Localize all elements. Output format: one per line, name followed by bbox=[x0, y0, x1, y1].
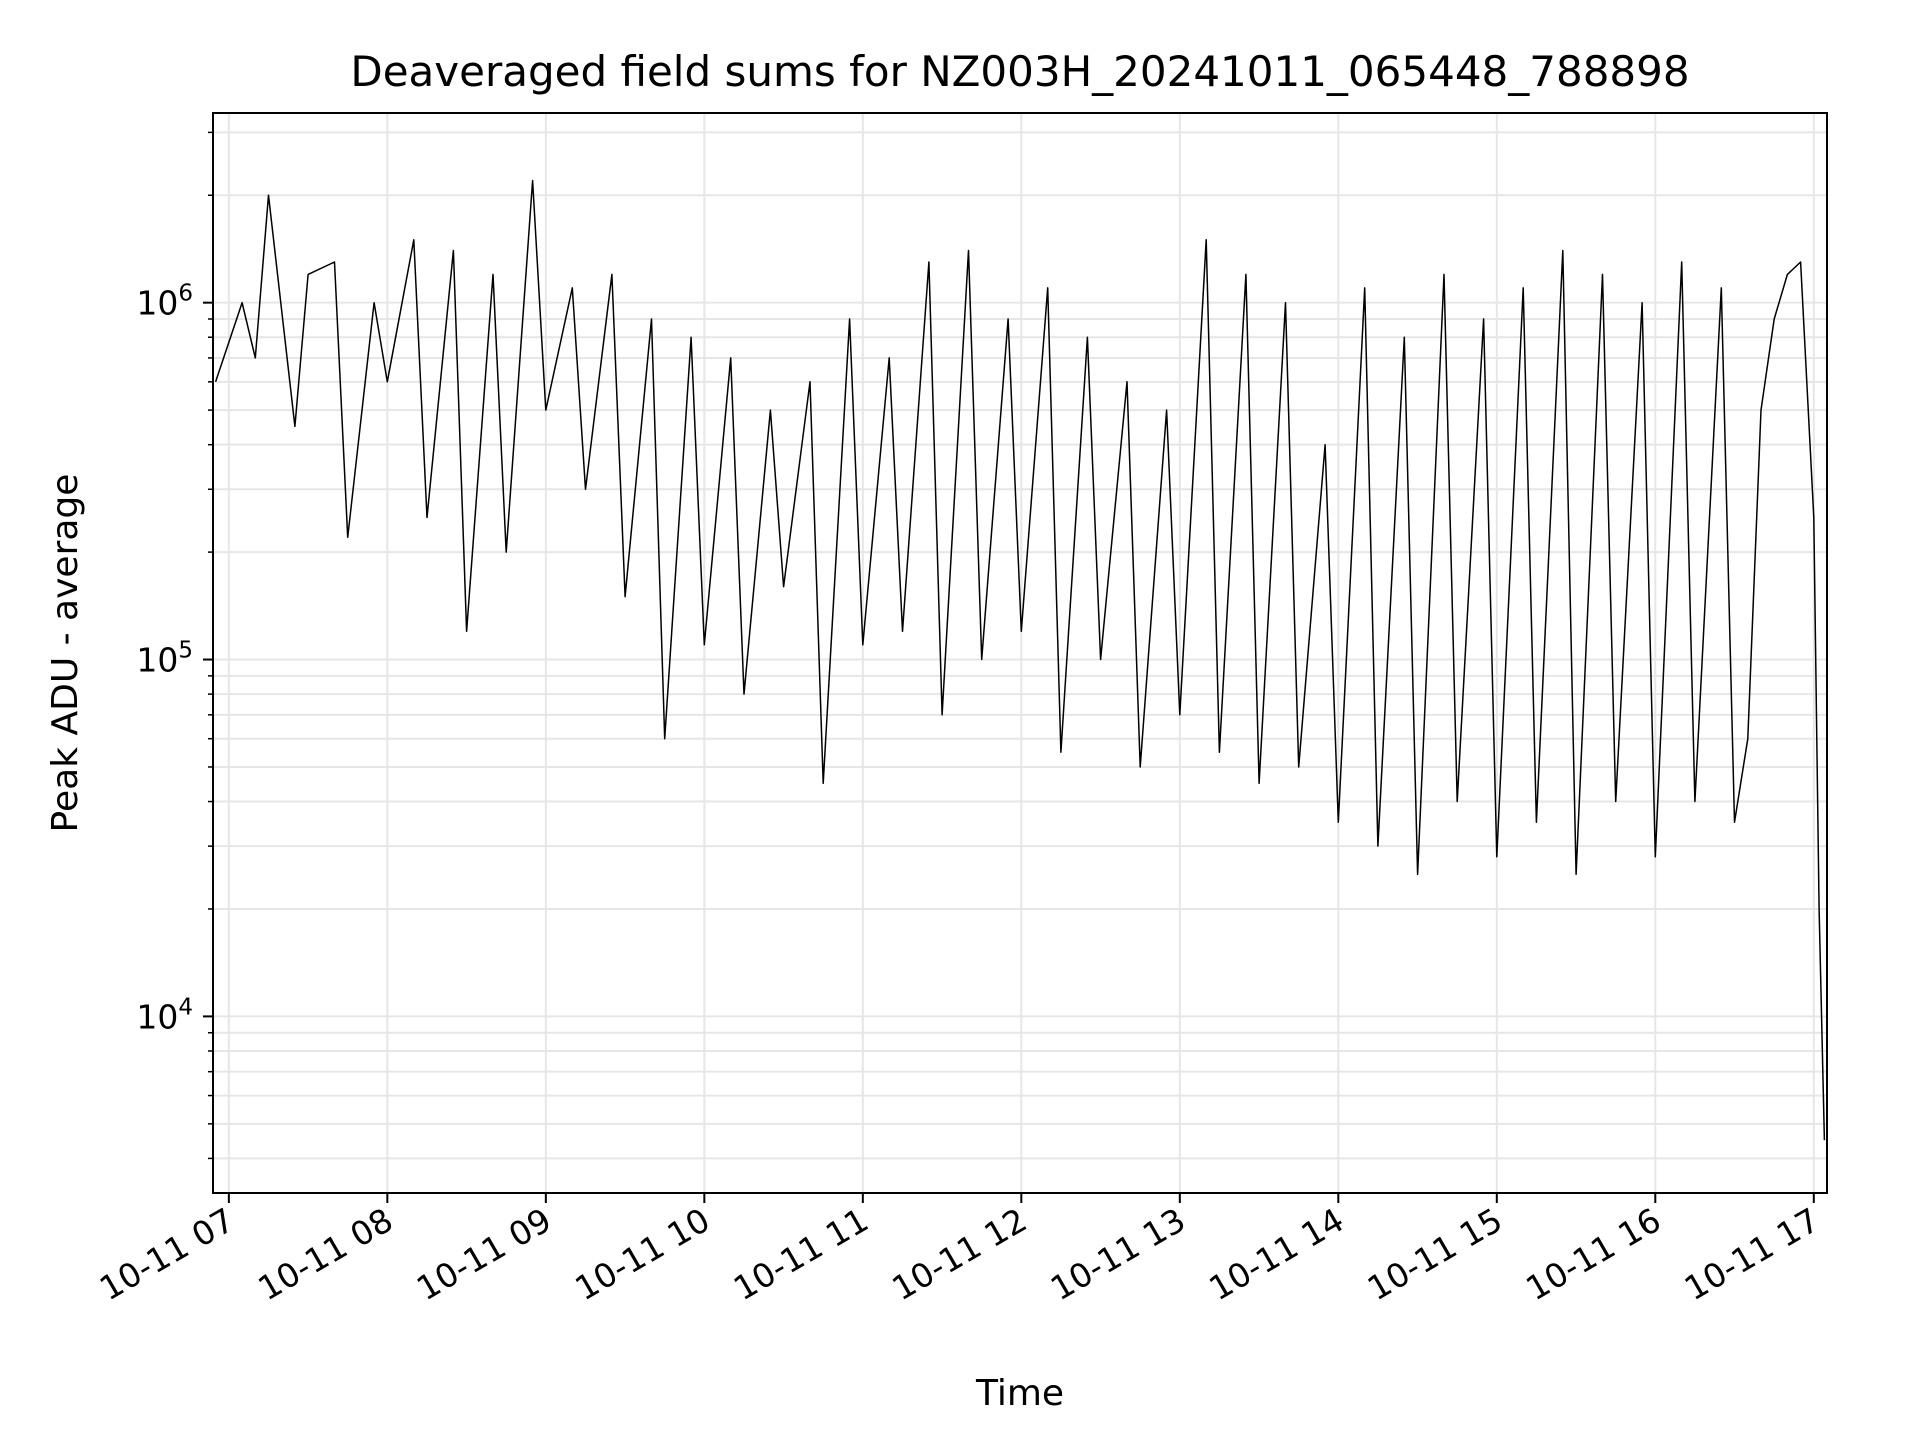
y-axis-label: Peak ADU - average bbox=[45, 474, 86, 833]
chart-title: Deaveraged field sums for NZ003H_2024101… bbox=[350, 47, 1689, 96]
x-axis-label: Time bbox=[975, 1373, 1064, 1414]
y-tick-label: 105 bbox=[136, 638, 193, 680]
grid-layer bbox=[213, 113, 1827, 1193]
series-layer bbox=[214, 179, 1826, 1141]
series-line bbox=[214, 179, 1826, 1141]
y-tick-label: 104 bbox=[136, 994, 193, 1036]
plot-frame bbox=[212, 112, 1828, 1194]
y-axis: 104 105 106 bbox=[136, 131, 213, 1160]
y-tick-label: 106 bbox=[136, 281, 193, 323]
